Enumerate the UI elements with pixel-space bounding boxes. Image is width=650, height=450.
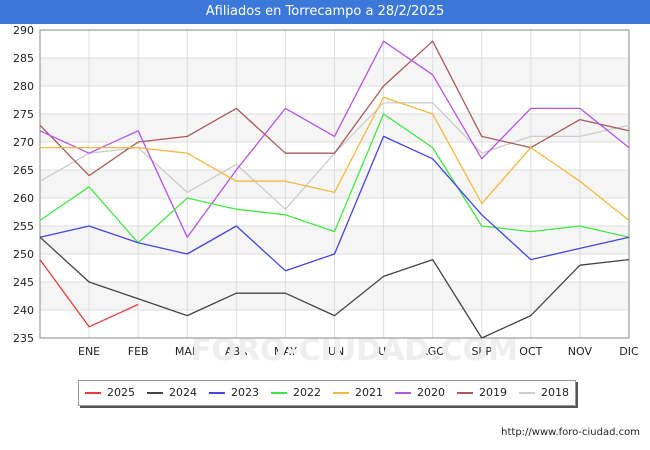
legend-label: 2018 [541, 386, 569, 399]
source-url: http://www.foro-ciudad.com [501, 427, 640, 438]
legend-swatch [457, 392, 473, 394]
x-tick-label: SEP [471, 345, 492, 358]
legend-label: 2025 [107, 386, 135, 399]
x-tick-label: ABR [225, 345, 248, 358]
x-tick-label: MAR [175, 345, 200, 358]
x-tick-label: MAY [274, 345, 297, 358]
legend-label: 2024 [169, 386, 197, 399]
legend-swatch [271, 392, 287, 394]
plot-frame [39, 29, 630, 339]
y-tick-label: 270 [13, 136, 34, 149]
x-tick-label: JUN [324, 345, 345, 358]
x-tick-label: ENE [78, 345, 100, 358]
chart-title: Afiliados en Torrecampo a 28/2/2025 [205, 4, 445, 19]
y-tick-label: 290 [13, 24, 34, 37]
legend-label: 2023 [231, 386, 259, 399]
x-tick-label: JUL [374, 345, 393, 358]
y-tick-label: 275 [13, 108, 34, 121]
legend-label: 2020 [417, 386, 445, 399]
y-tick-label: 260 [13, 192, 34, 205]
y-tick-label: 240 [13, 304, 34, 317]
legend-swatch [395, 392, 411, 394]
x-tick-label: AGO [420, 345, 445, 358]
y-tick-label: 285 [13, 52, 34, 65]
legend-swatch [333, 392, 349, 394]
y-tick-label: 255 [13, 220, 34, 233]
legend-swatch [209, 392, 225, 394]
x-tick-label: FEB [128, 345, 149, 358]
series-line-2021 [40, 96, 630, 221]
x-tick-label: OCT [519, 345, 542, 358]
title-bar [0, 0, 650, 24]
y-tick-label: 250 [13, 248, 34, 261]
y-tick-label: 280 [13, 80, 34, 93]
watermark: FORO-CIUDAD.COM [191, 333, 518, 368]
legend-swatch [519, 392, 535, 394]
series-line-2020 [39, 40, 630, 238]
series-line-2024 [39, 236, 630, 339]
legend-swatch [85, 392, 101, 394]
legend: 2025 2024 2023 2022 2021 2020 2019 2018 [78, 380, 576, 406]
legend-swatch [147, 392, 163, 394]
legend-label: 2019 [479, 386, 507, 399]
legend-label: 2021 [355, 386, 383, 399]
series-line-2025 [39, 259, 139, 328]
y-tick-label: 245 [13, 276, 34, 289]
y-tick-label: 265 [13, 164, 34, 177]
y-tick-label: 235 [13, 332, 34, 345]
series-line-2023 [39, 135, 630, 272]
legend-label: 2022 [293, 386, 321, 399]
x-tick-label: NOV [568, 345, 593, 358]
x-tick-label: DIC [619, 345, 639, 358]
